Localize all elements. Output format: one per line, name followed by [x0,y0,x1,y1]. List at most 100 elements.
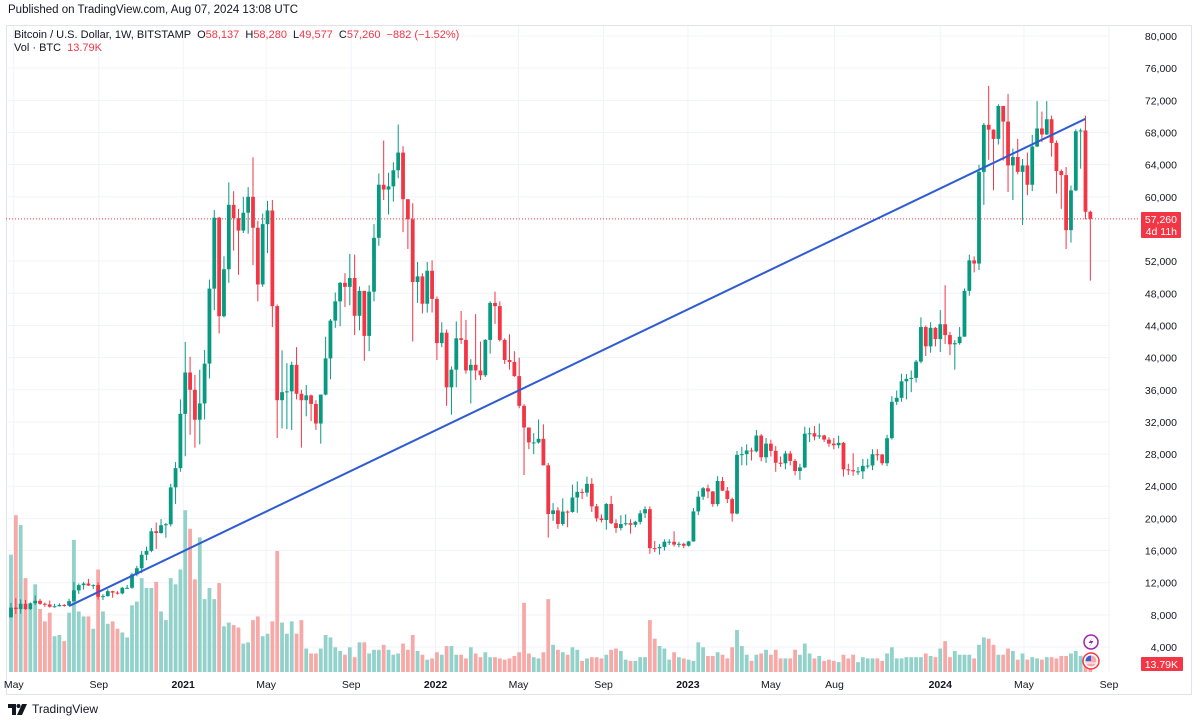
low-label: L [293,29,300,41]
trendline[interactable] [68,117,1086,607]
volume-bar [957,654,962,672]
price-tick-label: 8,000 [1151,610,1177,622]
open-label: O [197,29,206,41]
candle-body [827,439,831,444]
candle-body [168,487,173,525]
price-axis[interactable]: 4,000 8,000 12,000 16,000 20,000 24,000 28,000… [1145,31,1177,654]
volume-bar [589,657,594,672]
volume-bar [236,627,241,672]
volume-bar [715,652,720,672]
candle-body [730,499,735,514]
volume-bar [193,579,197,672]
volume-bar [328,637,333,672]
candle-body [967,260,972,291]
candle-body [870,454,875,466]
volume-bar [178,569,183,672]
volume-bar [672,652,676,672]
volume-bar [347,647,352,672]
candle-body [130,574,134,588]
volume-bar [827,659,831,672]
time-tick-label: 2022 [424,679,448,691]
candle-body [1015,157,1020,172]
candle-body [977,171,981,264]
volume-bar [948,657,952,672]
symbol-name[interactable]: Bitcoin / U.S. Dollar, 1W, BITSTAMP [14,29,192,41]
candle-body [1064,175,1069,231]
volume-bar [241,643,246,672]
countdown: 4d 11h [1146,226,1177,238]
volume-bar [497,658,502,672]
volume-bar [677,657,681,672]
candle-body [846,469,851,471]
candle-body [948,335,952,345]
us-flag-icon[interactable] [1082,652,1100,670]
candle-body [991,129,996,139]
volume-bar [202,599,207,672]
volume-bar [231,625,236,672]
candle-body [333,301,338,321]
candle-body [154,531,159,534]
candle-body [396,152,401,171]
candle-body [546,465,551,514]
volume-bar [686,659,691,672]
volume-bar [798,654,802,672]
candle-body [715,481,720,505]
volume-bar [580,660,585,672]
volume-bar [730,647,735,672]
candle-body [851,470,856,472]
time-axis[interactable]: May Sep 2021 May Sep 2022 May Sep 2023 May Aug 2024… [4,679,1119,691]
volume-bar [817,655,822,672]
candle-body [202,363,207,404]
high-value: 58,280 [253,29,287,41]
chart-frame [6,25,1192,695]
candle-body [110,591,115,593]
volume-bar [836,662,841,672]
candle-body [759,435,764,458]
candle-body [831,443,836,446]
candle-body [744,450,749,455]
volume-bar [444,646,449,672]
volume-bar [643,657,647,672]
candle-body [1020,165,1025,172]
volume-bar [783,658,788,672]
candle-body [478,370,483,376]
volume-bar [304,648,309,672]
volume-bar [923,653,928,672]
volume-bar [1010,651,1015,672]
candle-body [159,525,163,534]
volume-bar [541,652,546,672]
lightning-icon[interactable] [1083,634,1099,650]
tradingview-logo[interactable]: TradingView [8,702,98,716]
volume-bar [23,578,28,672]
volume-label[interactable]: Vol · BTC [14,42,62,54]
candle-body [67,601,71,606]
volume-bar [430,658,434,672]
volume-bar [570,647,575,672]
candle-body [952,343,957,345]
volume-bar [706,655,710,672]
last-price-value: 57,260 [1145,214,1177,226]
close-label: C [338,29,347,41]
volume-bar [376,649,381,672]
volume-bar [1030,657,1035,672]
candle-body [323,358,328,395]
candle-body [47,604,52,607]
volume-bar [52,636,57,672]
volume-bar [919,657,923,672]
candle-body [352,278,357,316]
candle-body [405,199,410,220]
volume-bar [338,651,343,672]
volume-bar [401,643,405,672]
volume-bar [517,652,522,672]
volume-bar [633,660,638,672]
time-tick-label: 2023 [676,679,700,691]
candle-body [338,282,343,302]
candle-body [677,543,681,545]
candle-body [275,306,280,401]
price-tick-label: 40,000 [1145,353,1177,365]
volume-bar [91,628,96,672]
candle-body [96,585,101,597]
candle-body [706,488,710,492]
candle-body [1054,142,1059,172]
